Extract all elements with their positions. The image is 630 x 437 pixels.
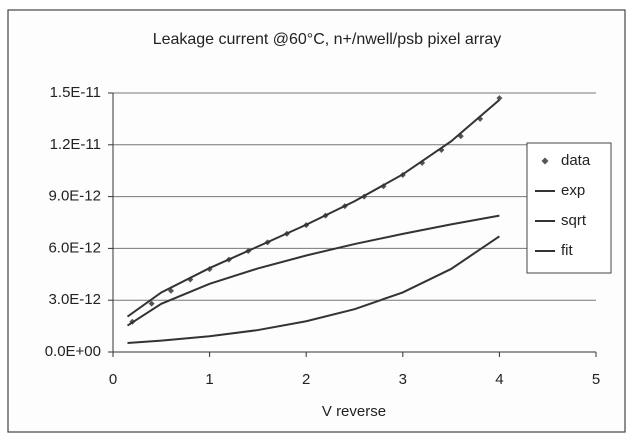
data-point xyxy=(148,300,155,307)
y-tick-label: 9.0E-12 xyxy=(48,188,101,205)
x-axis-label: V reverse xyxy=(322,403,386,420)
y-tick-label: 3.0E-12 xyxy=(48,291,101,308)
data-point xyxy=(496,95,503,102)
chart-title: Leakage current @60°C, n+/nwell/psb pixe… xyxy=(153,31,502,48)
series-line xyxy=(126,214,500,327)
y-tick-label: 6.0E-12 xyxy=(48,239,101,256)
x-tick-label: 2 xyxy=(302,371,310,388)
y-tick-label: 0.0E+00 xyxy=(45,343,101,360)
legend-label: exp xyxy=(561,182,585,199)
chart-frame xyxy=(7,9,626,433)
series-line xyxy=(126,99,501,318)
y-tick-label: 1.2E-11 xyxy=(50,136,101,153)
y-tick-label: 1.5E-11 xyxy=(50,84,101,101)
x-tick-label: 3 xyxy=(399,371,407,388)
x-tick-label: 1 xyxy=(205,371,213,388)
series-line xyxy=(127,235,500,345)
legend-label: fit xyxy=(561,242,574,259)
x-tick-label: 5 xyxy=(592,371,600,388)
x-tick-label: 4 xyxy=(495,371,503,388)
x-tick-label: 0 xyxy=(109,371,117,388)
legend-label: data xyxy=(561,152,591,169)
legend-label: sqrt xyxy=(561,212,587,229)
legend-marker xyxy=(541,157,549,165)
